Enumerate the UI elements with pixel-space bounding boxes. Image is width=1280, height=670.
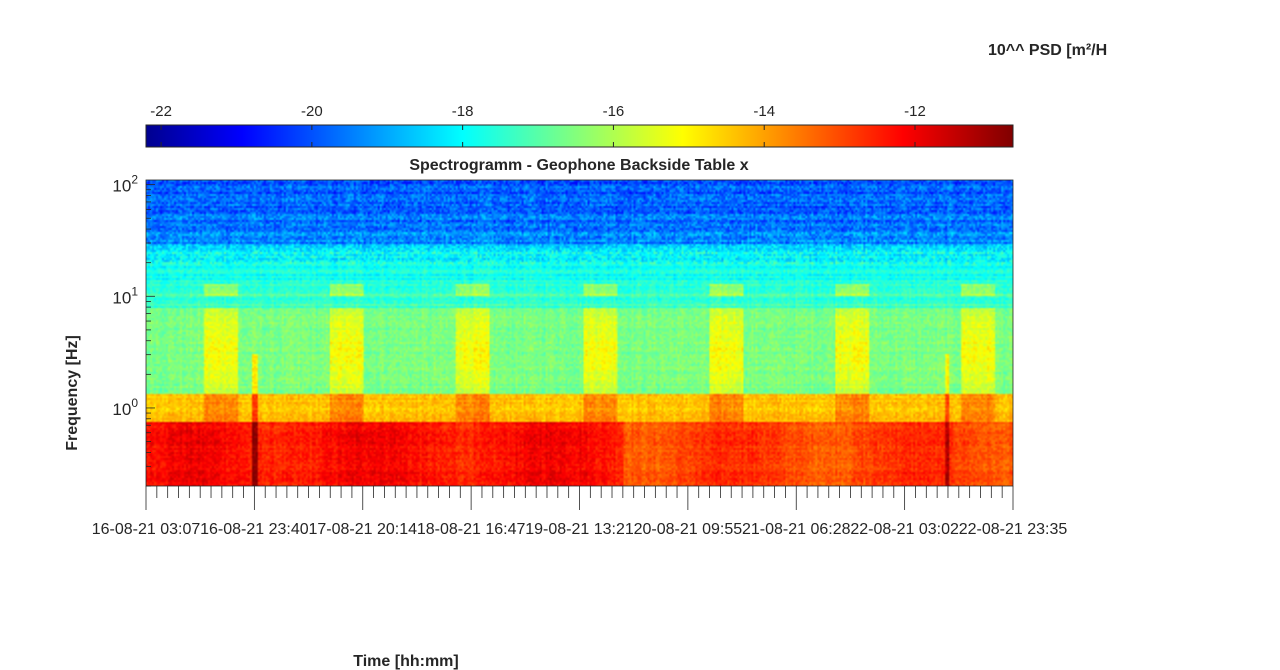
x-tick-label: 19-08-21 13:21 <box>525 521 634 538</box>
plot-area <box>145 179 1014 487</box>
colorbar-label: 10^^ PSD [m²/H <box>988 42 1107 59</box>
y-axis-label: Frequency [Hz] <box>64 335 81 451</box>
x-tick-label: 16-08-21 03:07 <box>92 521 201 538</box>
colorbar-tick-label: -18 <box>452 103 474 120</box>
y-tick-label: 102 <box>112 173 138 196</box>
x-tick-label: 17-08-21 20:14 <box>308 521 417 538</box>
spectrogram-heatmap <box>146 180 1013 486</box>
colorbar-tick-label: -12 <box>904 103 926 120</box>
x-axis-label: Time [hh:mm] <box>353 653 458 670</box>
colorbar-gradient <box>145 124 1014 148</box>
colorbar-ticks: -22 -20 -18 -16 -14 -12 <box>150 103 926 147</box>
x-tick-label: 18-08-21 16:47 <box>417 521 526 538</box>
x-axis: 16-08-21 03:07 16-08-21 23:40 17-08-21 20:… <box>92 486 1068 538</box>
colorbar: -22 -20 -18 -16 -14 -12 <box>145 103 1014 148</box>
colorbar-tick-label: -22 <box>150 103 172 120</box>
colorbar-tick-label: -14 <box>753 103 775 120</box>
y-tick-label: 100 <box>112 396 138 419</box>
x-tick-label: 16-08-21 23:40 <box>200 521 309 538</box>
colorbar-tick-label: -16 <box>603 103 625 120</box>
x-tick-label: 20-08-21 09:55 <box>634 521 743 538</box>
chart-title: Spectrogramm - Geophone Backside Table x <box>409 157 748 174</box>
y-tick-label: 101 <box>112 284 138 307</box>
x-tick-label: 22-08-21 03:02 <box>850 521 959 538</box>
colorbar-tick-label: -20 <box>301 103 323 120</box>
y-axis: 100 101 102 <box>112 173 155 487</box>
x-tick-label: 21-08-21 06:28 <box>742 521 851 538</box>
x-tick-label: 22-08-21 23:35 <box>959 521 1068 538</box>
